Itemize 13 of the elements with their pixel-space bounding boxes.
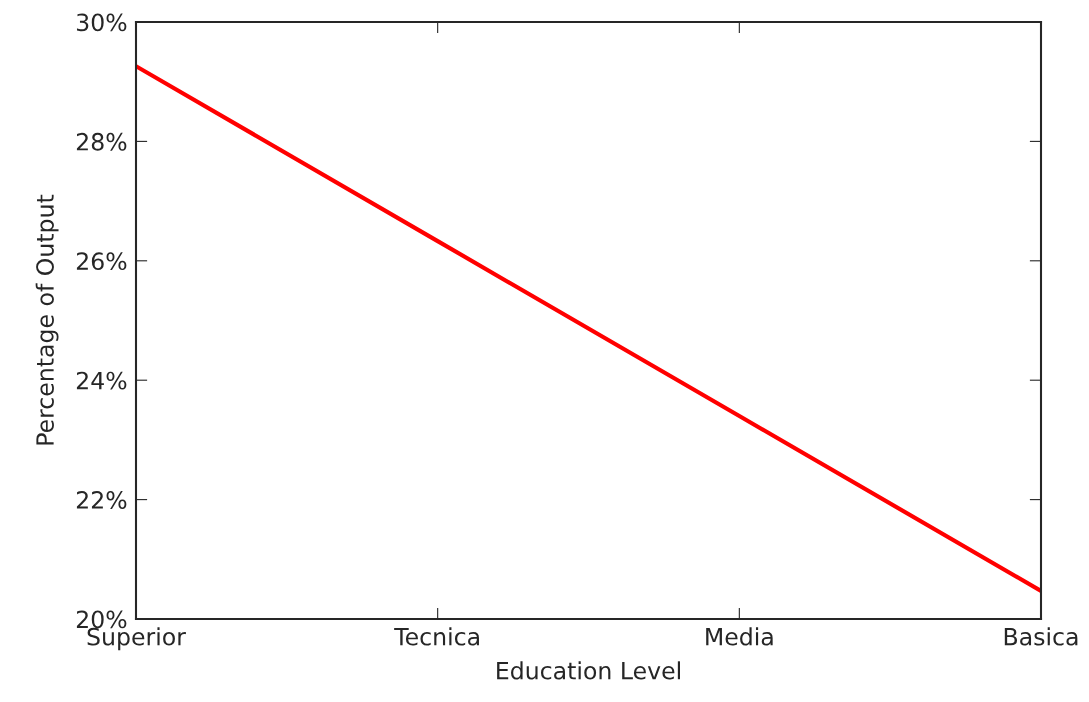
y-tick-label: 28% [76, 132, 127, 151]
x-tick-label: Basica [1004, 627, 1078, 646]
y-tick-label: 20% [76, 610, 127, 629]
line-series [136, 64, 1041, 594]
x-tick-label: Media [706, 627, 773, 646]
y-axis-title: Percentage of Output [35, 194, 59, 445]
x-tick-label: Superior [87, 627, 186, 651]
y-tick-label: 24% [76, 371, 127, 390]
y-tick-label: 22% [76, 491, 127, 509]
y-tick-label: 26% [76, 252, 127, 271]
x-tick-label: Tecnica [394, 627, 479, 646]
x-axis-title: Education Level [497, 661, 680, 680]
y-tick-label: 30% [76, 13, 127, 32]
